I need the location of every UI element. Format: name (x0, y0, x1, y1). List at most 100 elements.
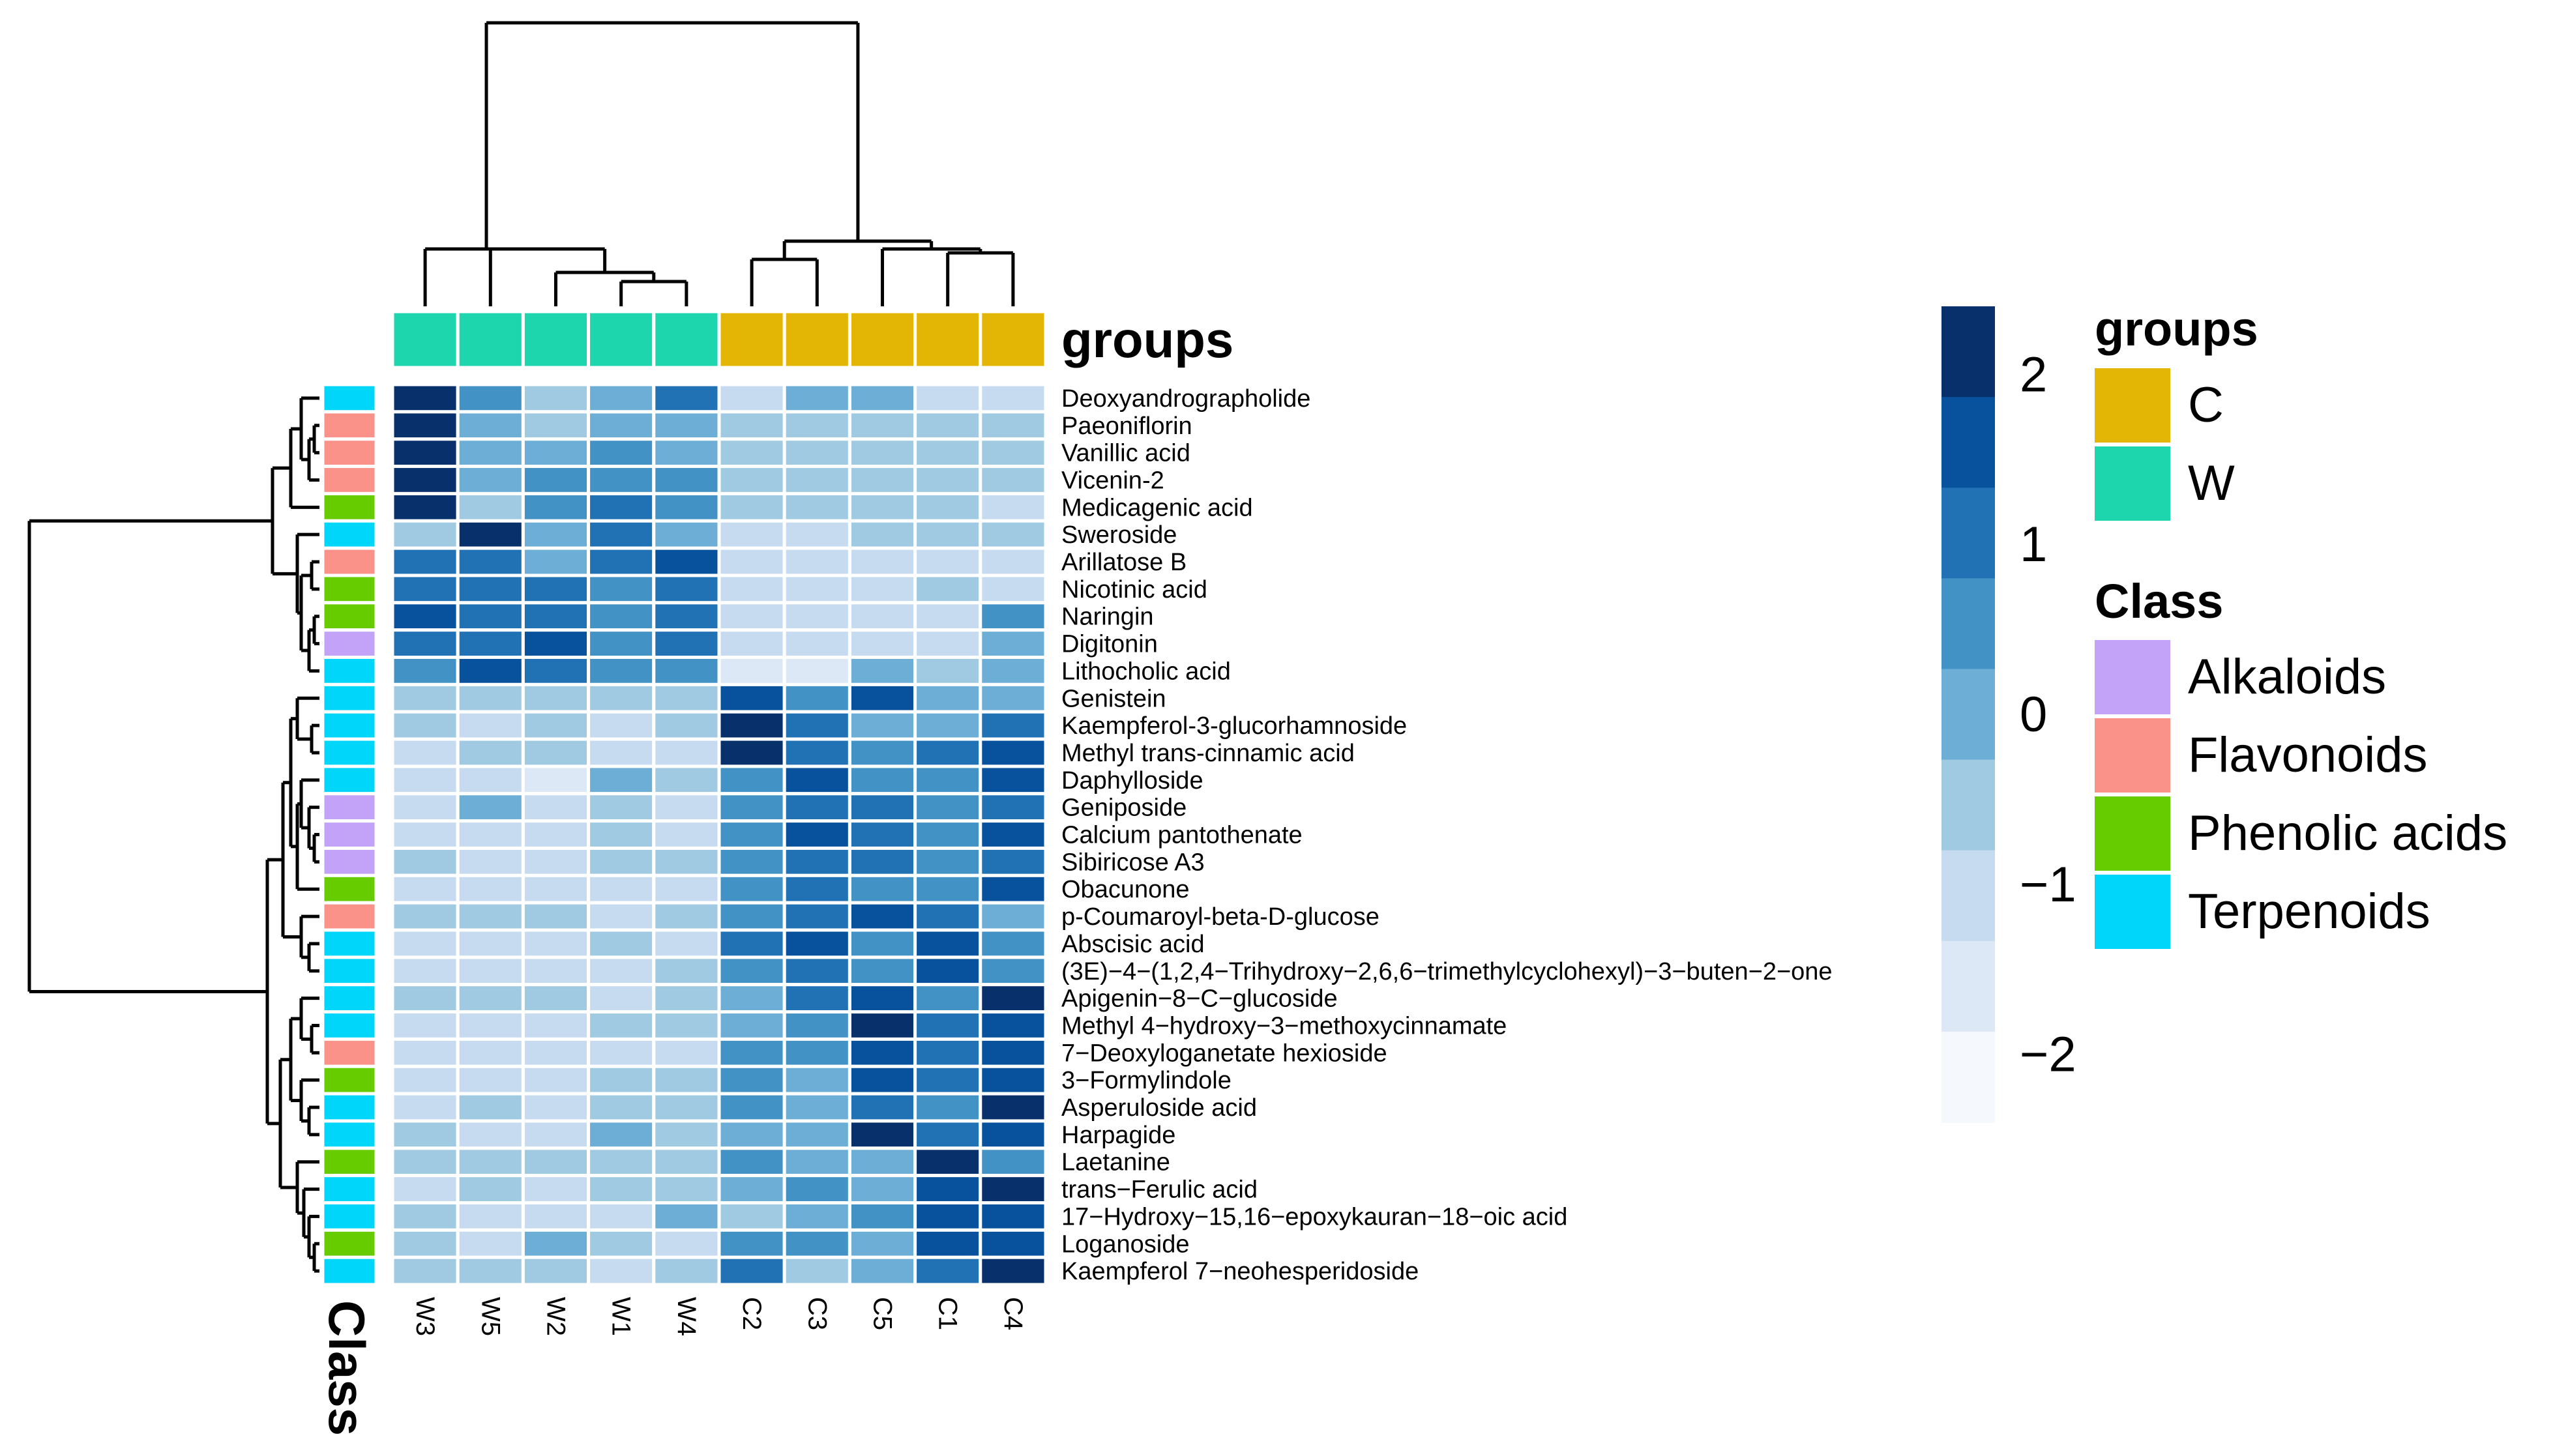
cell-3-W3 (391, 437, 460, 469)
cell-1-C1 (913, 383, 982, 414)
row-label-11: Lithocholic acid (1061, 658, 1231, 685)
cell-14-W5 (456, 737, 525, 768)
groups-annotation-title: groups (1061, 311, 1233, 368)
cell-5-C5 (848, 491, 917, 523)
cell-16-C1 (913, 792, 982, 823)
cell-7-W4 (652, 546, 721, 577)
cell-17-W5 (456, 819, 525, 850)
class-cell-28 (321, 1119, 378, 1150)
class-annotation-bar (321, 383, 378, 1287)
cell-2-W1 (587, 410, 656, 441)
cell-25-C4 (979, 1037, 1048, 1068)
col-label-W5: W5 (476, 1297, 505, 1336)
cell-33-W4 (652, 1255, 721, 1287)
cell-8-W3 (391, 574, 460, 605)
cell-19-C3 (782, 873, 851, 905)
cell-3-C2 (717, 437, 786, 469)
cell-5-W4 (652, 491, 721, 523)
cell-18-W4 (652, 846, 721, 877)
cell-9-W3 (391, 601, 460, 632)
cell-25-W5 (456, 1037, 525, 1068)
column-labels: W3 W5 W2 W1 W4 C2 C3 C5 C1 C4 (411, 1297, 1027, 1336)
class-cell-22 (321, 955, 378, 987)
row-label-15: Daphylloside (1061, 767, 1203, 794)
cell-7-W2 (521, 546, 591, 577)
row-label-5: Medicagenic acid (1061, 494, 1253, 521)
row-label-19: Obacunone (1061, 876, 1190, 903)
cell-2-C2 (717, 410, 786, 441)
cell-32-C1 (913, 1228, 982, 1259)
cell-21-W2 (521, 928, 591, 959)
row-label-12: Genistein (1061, 685, 1166, 712)
cell-32-C2 (717, 1228, 786, 1259)
cell-24-W5 (456, 1010, 525, 1041)
row-label-32: Loganoside (1061, 1230, 1190, 1258)
cell-19-W2 (521, 873, 591, 905)
cell-20-C5 (848, 901, 917, 932)
cell-19-C4 (979, 873, 1048, 905)
cell-33-W5 (456, 1255, 525, 1287)
cell-20-C3 (782, 901, 851, 932)
cell-20-C4 (979, 901, 1048, 932)
cell-6-C3 (782, 519, 851, 550)
row-label-6: Sweroside (1061, 521, 1177, 549)
cell-8-C1 (913, 574, 982, 605)
class-cell-6 (321, 519, 378, 550)
cell-31-C4 (979, 1201, 1048, 1232)
cell-13-W2 (521, 710, 591, 741)
cell-16-C3 (782, 792, 851, 823)
class-cell-21 (321, 928, 378, 959)
cell-25-W1 (587, 1037, 656, 1068)
row-label-16: Geniposide (1061, 794, 1187, 822)
cell-32-C5 (848, 1228, 917, 1259)
cell-22-C4 (979, 955, 1048, 987)
group-cell-W3 (391, 310, 460, 370)
cell-19-C5 (848, 873, 917, 905)
cell-3-W1 (587, 437, 656, 469)
cell-33-C2 (717, 1255, 786, 1287)
class-cell-29 (321, 1146, 378, 1178)
cell-31-C3 (782, 1201, 851, 1232)
cell-33-W2 (521, 1255, 591, 1287)
cell-17-C3 (782, 819, 851, 850)
row-label-17: Calcium pantothenate (1061, 822, 1303, 849)
row-labels: DeoxyandrographolidePaeoniflorinVanillic… (1061, 385, 1833, 1285)
cell-23-W5 (456, 983, 525, 1014)
cell-25-W2 (521, 1037, 591, 1068)
cell-19-W4 (652, 873, 721, 905)
cell-14-W4 (652, 737, 721, 768)
cell-14-C3 (782, 737, 851, 768)
cell-5-C1 (913, 491, 982, 523)
legend-groups-title: groups (2095, 302, 2258, 356)
row-label-25: 7−Deoxyloganetate hexioside (1061, 1040, 1387, 1067)
cell-3-W4 (652, 437, 721, 469)
class-cell-33 (321, 1255, 378, 1287)
cell-15-W1 (587, 764, 656, 796)
class-cell-31 (321, 1201, 378, 1232)
cell-9-W1 (587, 601, 656, 632)
cell-24-C2 (717, 1010, 786, 1041)
cell-1-C3 (782, 383, 851, 414)
cell-12-C5 (848, 682, 917, 714)
group-cell-C2 (717, 310, 786, 370)
cell-23-C3 (782, 983, 851, 1014)
cell-18-C4 (979, 846, 1048, 877)
cell-28-W3 (391, 1119, 460, 1150)
cell-10-W4 (652, 628, 721, 660)
cell-3-W2 (521, 437, 591, 469)
cell-31-W3 (391, 1201, 460, 1232)
cell-8-W4 (652, 574, 721, 605)
cell-22-W3 (391, 955, 460, 987)
cell-8-W5 (456, 574, 525, 605)
row-label-33: Kaempferol 7−neohesperidoside (1061, 1258, 1419, 1285)
cell-24-W2 (521, 1010, 591, 1041)
class-cell-30 (321, 1174, 378, 1205)
class-annotation-title: Class (318, 1300, 376, 1436)
cell-28-W1 (587, 1119, 656, 1150)
cell-15-C1 (913, 764, 982, 796)
cell-26-C3 (782, 1064, 851, 1096)
cell-7-W1 (587, 546, 656, 577)
cell-21-W5 (456, 928, 525, 959)
group-cell-C5 (848, 310, 917, 370)
